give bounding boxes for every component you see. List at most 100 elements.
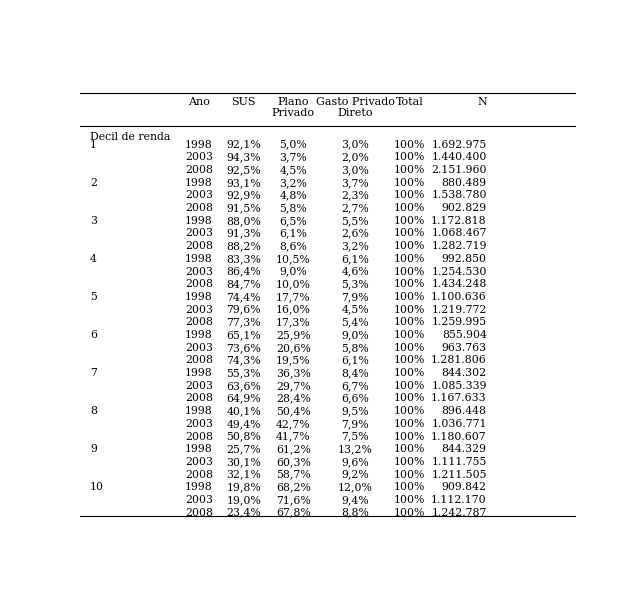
Text: 5,4%: 5,4% <box>342 317 369 327</box>
Text: 1.242.787: 1.242.787 <box>431 508 486 518</box>
Text: 3,0%: 3,0% <box>341 165 369 175</box>
Text: 49,4%: 49,4% <box>227 419 261 429</box>
Text: 5,8%: 5,8% <box>341 343 369 353</box>
Text: 2.151.960: 2.151.960 <box>431 165 486 175</box>
Text: 1.167.633: 1.167.633 <box>431 394 486 403</box>
Text: Gasto Privado
Direto: Gasto Privado Direto <box>316 97 395 118</box>
Text: 100%: 100% <box>394 368 426 378</box>
Text: 5: 5 <box>90 292 97 302</box>
Text: 88,0%: 88,0% <box>227 216 261 226</box>
Text: 2008: 2008 <box>185 508 213 518</box>
Text: 9: 9 <box>90 444 97 454</box>
Text: 17,7%: 17,7% <box>276 292 310 302</box>
Text: 50,4%: 50,4% <box>276 406 310 416</box>
Text: 8,8%: 8,8% <box>341 508 369 518</box>
Text: 2008: 2008 <box>185 432 213 442</box>
Text: 6,1%: 6,1% <box>279 229 307 239</box>
Text: 100%: 100% <box>394 355 426 365</box>
Text: 93,1%: 93,1% <box>227 178 261 188</box>
Text: 1998: 1998 <box>185 368 213 378</box>
Text: 83,3%: 83,3% <box>227 254 261 264</box>
Text: 92,5%: 92,5% <box>227 165 261 175</box>
Text: 1998: 1998 <box>185 444 213 454</box>
Text: 100%: 100% <box>394 203 426 213</box>
Text: 2,3%: 2,3% <box>341 191 369 200</box>
Text: 65,1%: 65,1% <box>227 330 261 340</box>
Text: 73,6%: 73,6% <box>227 343 261 353</box>
Text: 1.692.975: 1.692.975 <box>431 140 486 149</box>
Text: 100%: 100% <box>394 254 426 264</box>
Text: 92,9%: 92,9% <box>227 191 261 200</box>
Text: 2008: 2008 <box>185 317 213 327</box>
Text: 1.180.607: 1.180.607 <box>431 432 486 442</box>
Text: 1.440.400: 1.440.400 <box>431 153 486 162</box>
Text: 42,7%: 42,7% <box>276 419 310 429</box>
Text: 4,5%: 4,5% <box>342 304 369 315</box>
Text: 74,4%: 74,4% <box>227 292 261 302</box>
Text: 8: 8 <box>90 406 97 416</box>
Text: Total: Total <box>396 97 424 106</box>
Text: 6,5%: 6,5% <box>280 216 307 226</box>
Text: 41,7%: 41,7% <box>276 432 310 442</box>
Text: 855.904: 855.904 <box>442 330 486 340</box>
Text: 100%: 100% <box>394 330 426 340</box>
Text: 25,9%: 25,9% <box>276 330 310 340</box>
Text: 25,7%: 25,7% <box>227 444 261 454</box>
Text: 1.259.995: 1.259.995 <box>431 317 486 327</box>
Text: 23,4%: 23,4% <box>227 508 261 518</box>
Text: 100%: 100% <box>394 394 426 403</box>
Text: 10,5%: 10,5% <box>276 254 310 264</box>
Text: 5,8%: 5,8% <box>280 203 307 213</box>
Text: 100%: 100% <box>394 482 426 493</box>
Text: 1998: 1998 <box>185 482 213 493</box>
Text: 3: 3 <box>90 216 97 226</box>
Text: N: N <box>477 97 486 106</box>
Text: 12,0%: 12,0% <box>338 482 372 493</box>
Text: 4,6%: 4,6% <box>341 266 369 277</box>
Text: 100%: 100% <box>394 165 426 175</box>
Text: 8,6%: 8,6% <box>279 241 307 251</box>
Text: 2003: 2003 <box>185 419 213 429</box>
Text: 2003: 2003 <box>185 343 213 353</box>
Text: 74,3%: 74,3% <box>227 355 261 365</box>
Text: 9,0%: 9,0% <box>280 266 307 277</box>
Text: 71,6%: 71,6% <box>276 495 310 505</box>
Text: 2: 2 <box>90 178 97 188</box>
Text: 36,3%: 36,3% <box>276 368 310 378</box>
Text: 2003: 2003 <box>185 495 213 505</box>
Text: 100%: 100% <box>394 216 426 226</box>
Text: 7,9%: 7,9% <box>342 419 369 429</box>
Text: 844.329: 844.329 <box>442 444 486 454</box>
Text: 7,9%: 7,9% <box>342 292 369 302</box>
Text: 100%: 100% <box>394 266 426 277</box>
Text: 100%: 100% <box>394 241 426 251</box>
Text: 1.254.530: 1.254.530 <box>431 266 486 277</box>
Text: 1.282.719: 1.282.719 <box>431 241 486 251</box>
Text: 68,2%: 68,2% <box>276 482 310 493</box>
Text: 3,7%: 3,7% <box>341 178 369 188</box>
Text: 1998: 1998 <box>185 254 213 264</box>
Text: 91,5%: 91,5% <box>227 203 261 213</box>
Text: Decil de renda: Decil de renda <box>90 132 170 142</box>
Text: 100%: 100% <box>394 406 426 416</box>
Text: 2,0%: 2,0% <box>341 153 369 162</box>
Text: 6,1%: 6,1% <box>341 254 369 264</box>
Text: 1.036.771: 1.036.771 <box>431 419 486 429</box>
Text: 4: 4 <box>90 254 97 264</box>
Text: 2008: 2008 <box>185 241 213 251</box>
Text: 100%: 100% <box>394 381 426 391</box>
Text: Ano: Ano <box>188 97 210 106</box>
Text: 2003: 2003 <box>185 381 213 391</box>
Text: 100%: 100% <box>394 178 426 188</box>
Text: 2008: 2008 <box>185 394 213 403</box>
Text: 100%: 100% <box>394 470 426 480</box>
Text: 100%: 100% <box>394 229 426 239</box>
Text: 100%: 100% <box>394 444 426 454</box>
Text: 1.538.780: 1.538.780 <box>431 191 486 200</box>
Text: 88,2%: 88,2% <box>227 241 261 251</box>
Text: 17,3%: 17,3% <box>276 317 310 327</box>
Text: 7: 7 <box>90 368 97 378</box>
Text: 902.829: 902.829 <box>442 203 486 213</box>
Text: 1.111.755: 1.111.755 <box>431 457 486 467</box>
Text: 2003: 2003 <box>185 457 213 467</box>
